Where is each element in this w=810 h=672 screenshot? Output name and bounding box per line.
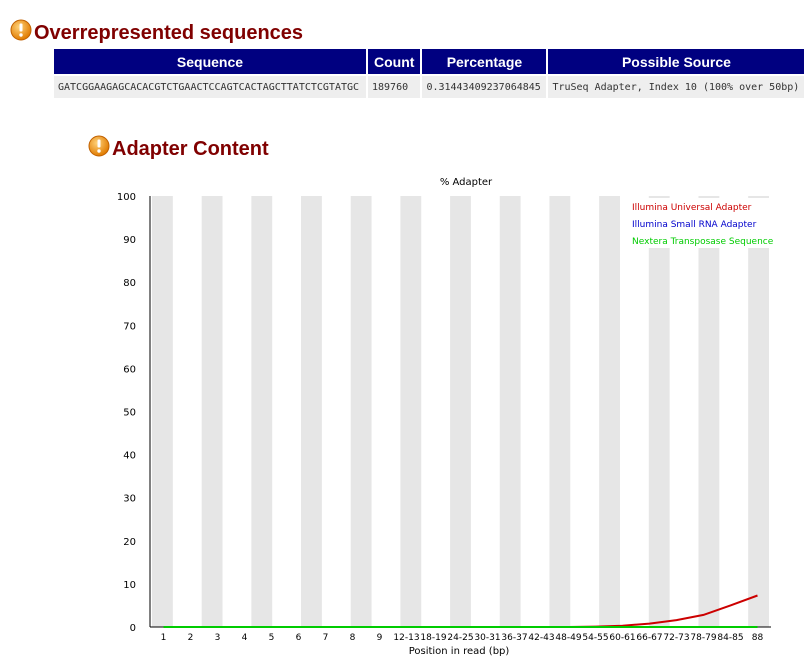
cell-percentage: 0.31443409237064845: [422, 76, 547, 98]
chart-stripe: [152, 196, 173, 627]
x-tick-label: 66-67: [636, 633, 662, 643]
table-row: GATCGGAAGAGCACACGTCTGAACTCCAGTCACTAGCTTA…: [54, 76, 805, 98]
legend-box: [630, 198, 778, 248]
x-tick-label: 72-73: [663, 633, 689, 643]
y-tick-label: 100: [117, 192, 136, 203]
chart-title: % Adapter: [440, 177, 493, 188]
y-tick-label: 80: [123, 278, 136, 289]
x-tick-label: 30-31: [474, 633, 500, 643]
y-tick-label: 50: [123, 408, 136, 419]
overrepresented-table: Sequence Count Percentage Possible Sourc…: [52, 47, 806, 100]
warning-icon: [88, 135, 110, 157]
x-tick-label: 12-13: [393, 633, 419, 643]
header-possible-source: Possible Source: [548, 49, 805, 74]
chart-stripes: [152, 196, 769, 627]
x-tick-label: 1: [161, 633, 167, 643]
chart-stripe: [748, 196, 769, 627]
header-percentage: Percentage: [422, 49, 547, 74]
x-tick-label: 36-37: [501, 633, 527, 643]
chart-stripe: [350, 196, 372, 627]
cell-count: 189760: [368, 76, 421, 98]
x-tick-label: 8: [350, 633, 356, 643]
legend-entry: Illumina Small RNA Adapter: [632, 220, 757, 230]
x-tick-label: 24-25: [447, 633, 473, 643]
adapter-content-chart: 0 10 20 30 40 50 60 70 80 90 100 1 2 3 4 5 6 7 8 9 12-13 18-…: [117, 177, 778, 657]
cell-possible-source: TruSeq Adapter, Index 10 (100% over 50bp…: [548, 76, 805, 98]
y-tick-label: 40: [123, 451, 136, 462]
warning-icon: [10, 19, 32, 41]
x-tick-label: 4: [242, 633, 248, 643]
x-tick-label: 84-85: [717, 633, 743, 643]
x-axis-ticks: 1 2 3 4 5 6 7 8 9 12-13 18-19 24-25 30-31 36-37 42-43 4…: [161, 633, 764, 643]
y-tick-label: 0: [130, 623, 136, 634]
x-tick-label: 88: [752, 633, 764, 643]
chart-stripe: [201, 196, 223, 627]
adapter-header: Adapter Content: [88, 130, 269, 161]
chart-stripe: [499, 196, 521, 627]
y-tick-label: 90: [123, 235, 136, 246]
x-tick-label: 7: [323, 633, 329, 643]
x-tick-label: 6: [296, 633, 302, 643]
chart-stripe: [549, 196, 571, 627]
table-header-row: Sequence Count Percentage Possible Sourc…: [54, 49, 805, 74]
y-tick-label: 30: [123, 494, 136, 505]
y-tick-label: 20: [123, 537, 136, 548]
x-tick-label: 42-43: [528, 633, 554, 643]
overrepresented-title: Overrepresented sequences: [34, 22, 304, 44]
x-tick-label: 5: [269, 633, 275, 643]
header-count: Count: [368, 49, 421, 74]
chart-stripe: [251, 196, 273, 627]
x-tick-label: 9: [377, 633, 383, 643]
y-tick-label: 60: [123, 364, 136, 375]
legend-entry: Nextera Transposase Sequence: [632, 237, 774, 247]
x-tick-label: 60-61: [609, 633, 635, 643]
adapter-title: Adapter Content: [112, 138, 269, 160]
header-sequence: Sequence: [54, 49, 366, 74]
y-axis-ticks: 0 10 20 30 40 50 60 70 80 90 100: [117, 192, 136, 634]
chart-stripe: [698, 196, 720, 627]
x-tick-label: 48-49: [555, 633, 581, 643]
y-tick-label: 70: [123, 321, 136, 332]
chart-legend: Illumina Universal Adapter Illumina Small…: [630, 198, 778, 248]
chart-stripe: [400, 196, 422, 627]
legend-entry: Illumina Universal Adapter: [632, 203, 752, 213]
chart-stripe: [599, 196, 620, 627]
x-tick-label: 18-19: [420, 633, 446, 643]
y-tick-label: 10: [123, 580, 136, 591]
x-tick-label: 54-55: [582, 633, 608, 643]
x-tick-label: 2: [188, 633, 194, 643]
chart-stripe: [450, 196, 471, 627]
x-tick-label: 3: [215, 633, 221, 643]
x-tick-label: 78-79: [690, 633, 716, 643]
chart-stripe: [301, 196, 322, 627]
cell-sequence: GATCGGAAGAGCACACGTCTGAACTCCAGTCACTAGCTTA…: [54, 76, 366, 98]
chart-series: [163, 594, 758, 628]
chart-stripe: [648, 196, 670, 627]
x-axis-label: Position in read (bp): [409, 646, 510, 657]
overrepresented-header: Overrepresented sequences: [10, 14, 303, 45]
